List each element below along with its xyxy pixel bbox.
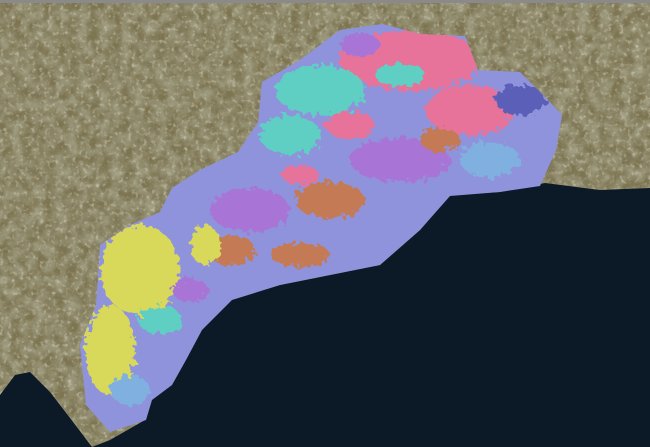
sea-west	[0, 372, 92, 447]
top-border	[0, 0, 650, 3]
sea	[92, 183, 650, 447]
